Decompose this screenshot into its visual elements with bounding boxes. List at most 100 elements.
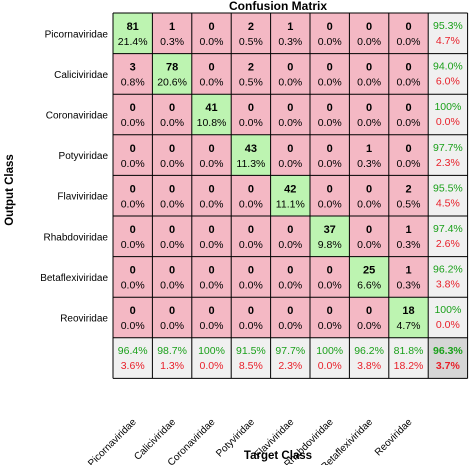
row-precision: 100%: [434, 101, 461, 113]
cell-percent: 0.0%: [160, 280, 184, 292]
cell-count: 0: [169, 102, 175, 114]
cell-count: 0: [208, 62, 214, 74]
cell-percent: 6.6%: [357, 280, 381, 292]
row-precision: 96.2%: [433, 264, 463, 276]
matrix-cell: [349, 53, 389, 95]
cell-percent: 0.0%: [397, 158, 421, 170]
cell-count: 43: [245, 143, 257, 155]
row-summary-cell: [428, 256, 468, 298]
matrix-cell: [113, 134, 153, 176]
chart-title: Confusion Matrix: [229, 0, 327, 13]
cell-count: 0: [169, 265, 175, 277]
cell-percent: 0.0%: [397, 117, 421, 129]
matrix-cell: [310, 256, 350, 298]
x-tick-label: Picornaviridae: [86, 416, 139, 465]
col-error: 0.0%: [318, 360, 342, 372]
cell-count: 0: [287, 305, 293, 317]
cell-percent: 0.0%: [200, 77, 224, 89]
row-summary-cell: [428, 94, 468, 135]
cell-count: 0: [130, 143, 136, 155]
cell-percent: 0.0%: [278, 320, 302, 332]
y-tick-label: Picornaviridae: [45, 29, 109, 40]
cell-count: 0: [130, 305, 136, 317]
col-summary-cell: [152, 337, 192, 379]
matrix-cell: [231, 175, 271, 216]
cell-count: 41: [205, 102, 217, 114]
matrix-cell: [191, 175, 232, 216]
cell-count: 0: [208, 143, 214, 155]
cell-percent: 0.0%: [239, 320, 263, 332]
matrix-cell: [270, 134, 310, 176]
matrix-cell: [152, 216, 192, 257]
col-recall: 100%: [198, 345, 225, 357]
cell-count: 0: [208, 183, 214, 195]
matrix-cell: [270, 175, 310, 216]
row-error: 4.7%: [436, 35, 460, 47]
cell-count: 0: [327, 102, 333, 114]
cell-percent: 0.5%: [239, 77, 263, 89]
cell-count: 0: [130, 183, 136, 195]
cell-percent: 0.5%: [239, 36, 263, 48]
cell-count: 0: [366, 21, 372, 33]
matrix-cell: [152, 134, 192, 176]
matrix-cell: [152, 175, 192, 216]
cell-count: 0: [327, 21, 333, 33]
row-precision: 100%: [434, 304, 461, 316]
cell-count: 0: [169, 183, 175, 195]
cell-percent: 9.8%: [318, 239, 342, 251]
matrix-cell: [270, 94, 310, 135]
matrix-cell: [113, 216, 153, 257]
col-recall: 98.7%: [157, 345, 187, 357]
cell-count: 0: [366, 305, 372, 317]
row-precision: 95.5%: [433, 182, 463, 194]
matrix-cell: [191, 53, 232, 95]
col-error: 8.5%: [239, 360, 263, 372]
matrix-cell: [191, 134, 232, 176]
cell-percent: 0.5%: [397, 198, 421, 210]
cell-count: 0: [287, 224, 293, 236]
cell-count: 0: [130, 102, 136, 114]
x-axis-label: Target Class: [244, 450, 312, 462]
cell-percent: 0.0%: [239, 198, 263, 210]
overall-error: 3.7%: [436, 360, 461, 372]
cell-percent: 0.0%: [318, 280, 342, 292]
cell-percent: 0.0%: [357, 198, 381, 210]
row-summary-cell: [428, 216, 468, 257]
matrix-cell: [310, 13, 350, 54]
cell-count: 42: [284, 183, 296, 195]
col-error: 0.0%: [200, 360, 224, 372]
matrix-cell: [152, 297, 192, 338]
matrix-cell: [191, 216, 232, 257]
cell-percent: 0.0%: [357, 320, 381, 332]
row-summary-cell: [428, 134, 468, 176]
cell-percent: 0.0%: [278, 158, 302, 170]
cell-percent: 11.3%: [236, 158, 265, 170]
row-summary-cell: [428, 175, 468, 216]
cell-count: 0: [169, 143, 175, 155]
col-summary-cell: [349, 337, 389, 379]
matrix-cell: [310, 53, 350, 95]
y-tick-label: Betaflexiviridae: [40, 273, 108, 284]
cell-percent: 0.0%: [121, 158, 145, 170]
cell-count: 1: [169, 21, 175, 33]
col-recall: 97.7%: [275, 345, 305, 357]
cell-percent: 0.0%: [121, 117, 145, 129]
col-summary-cell: [113, 337, 153, 379]
cell-count: 25: [363, 265, 375, 277]
cell-percent: 0.0%: [160, 320, 184, 332]
col-recall: 96.2%: [354, 345, 384, 357]
cell-percent: 0.3%: [160, 36, 184, 48]
overall-cell: [428, 337, 468, 379]
matrix-cell: [310, 94, 350, 135]
cell-percent: 0.0%: [160, 198, 184, 210]
matrix-cell: [310, 216, 350, 257]
matrix-cell: [113, 13, 153, 54]
matrix-cell: [349, 134, 389, 176]
cell-percent: 4.7%: [397, 320, 421, 332]
cell-count: 0: [405, 143, 411, 155]
matrix-cell: [349, 297, 389, 338]
matrix-cell: [270, 256, 310, 298]
cell-percent: 0.0%: [357, 36, 381, 48]
cell-count: 0: [208, 305, 214, 317]
matrix-cell: [231, 94, 271, 135]
